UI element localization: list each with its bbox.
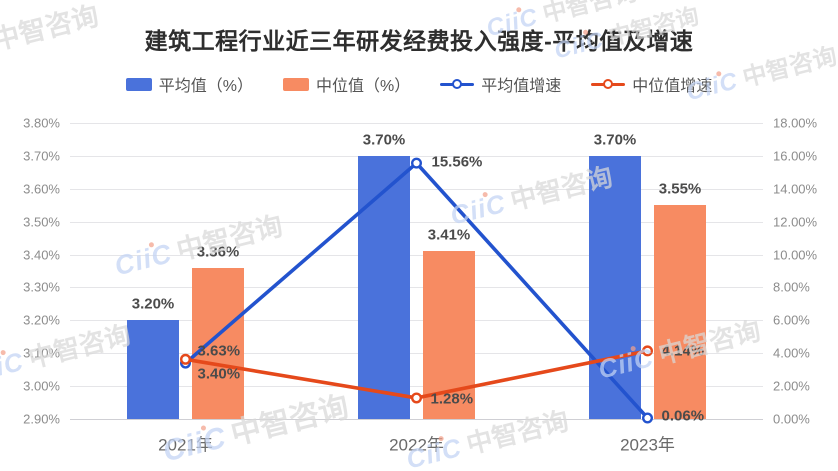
average-bar-swatch-icon <box>125 77 152 91</box>
marker-average-growth <box>179 357 191 369</box>
point-label-average-growth: 15.56% <box>431 153 483 171</box>
marker-median-growth <box>179 353 191 365</box>
y-axis-tick-left: 2.90% <box>23 411 60 427</box>
y-axis-tick-left: 3.80% <box>23 115 60 131</box>
line-median-growth <box>183 349 650 400</box>
point-label-average-growth: 0.06% <box>661 407 705 425</box>
y-axis-tick-right: 12.00% <box>773 214 818 230</box>
gridline <box>70 419 763 420</box>
legend-item-average: 平均值（%） <box>125 72 253 96</box>
y-axis-tick-right: 8.00% <box>773 279 810 295</box>
line-average-growth <box>183 161 650 420</box>
marker-average-growth <box>642 412 654 424</box>
y-axis-tick-left: 3.00% <box>23 378 60 394</box>
y-axis-tick-right: 14.00% <box>773 181 818 197</box>
watermark-name: 中智咨询 <box>463 405 572 460</box>
y-axis-tick-right: 4.00% <box>773 345 810 361</box>
y-axis-tick-left: 3.10% <box>23 345 60 361</box>
y-axis-tick-left: 3.60% <box>23 181 60 197</box>
median-bar-swatch-icon <box>282 77 309 91</box>
y-axis-tick-right: 6.00% <box>773 312 810 328</box>
bar-average <box>127 320 179 419</box>
bar-average <box>358 155 410 419</box>
median-growth-line-swatch-icon <box>591 77 626 91</box>
y-axis-tick-left: 3.20% <box>23 312 60 328</box>
legend-item-average-growth: 平均值增速 <box>440 72 561 96</box>
bar-value-label-median: 3.55% <box>658 180 702 198</box>
gridline <box>70 123 763 124</box>
y-axis-tick-right: 0.00% <box>773 411 810 427</box>
watermark-name: 中智咨询 <box>227 390 353 452</box>
point-label-average-growth: 3.40% <box>197 365 241 383</box>
legend-label-average-growth: 平均值增速 <box>481 78 562 95</box>
marker-median-growth <box>411 392 423 404</box>
y-axis-tick-left: 3.40% <box>23 247 60 263</box>
watermark-logo: CiiC <box>111 238 176 282</box>
category-label: 2023年 <box>620 435 675 455</box>
legend-label-median-growth: 中位值增速 <box>632 78 713 95</box>
category-label: 2022年 <box>389 435 444 455</box>
legend: 平均值（%） 中位值（%） 平均值增速 中位值增速 <box>0 72 838 96</box>
bar-value-label-median: 3.36% <box>196 243 240 261</box>
gridline <box>70 155 763 157</box>
legend-label-average: 平均值（%） <box>158 78 253 95</box>
y-axis-tick-left: 3.70% <box>23 148 60 164</box>
legend-item-median-growth: 中位值增速 <box>591 72 712 96</box>
y-axis-tick-right: 18.00% <box>773 115 818 131</box>
bar-average <box>589 155 641 419</box>
bar-value-label-average: 3.20% <box>131 295 175 313</box>
legend-item-median: 中位值（%） <box>282 72 411 96</box>
y-axis-tick-right: 2.00% <box>773 378 810 394</box>
watermark-logo: CiiC <box>447 187 509 231</box>
bar-median <box>654 205 706 419</box>
bar-value-label-median: 3.41% <box>427 226 471 244</box>
bar-value-label-average: 3.70% <box>362 131 406 149</box>
y-axis-tick-right: 16.00% <box>773 148 818 164</box>
point-label-median-growth: 3.63% <box>197 342 241 360</box>
average-growth-line-swatch-icon <box>440 77 475 91</box>
watermark: CiiC中智咨询 <box>157 382 352 471</box>
y-axis-tick-right: 10.00% <box>773 247 818 263</box>
point-label-median-growth: 4.14% <box>661 342 705 360</box>
marker-average-growth <box>411 157 423 169</box>
bar-value-label-average: 3.70% <box>593 131 637 149</box>
chart-title: 建筑工程行业近三年研发经费投入强度-平均值及增速 <box>144 28 694 54</box>
point-label-median-growth: 1.28% <box>430 390 474 408</box>
y-axis-tick-left: 3.50% <box>23 214 60 230</box>
legend-label-median: 中位值（%） <box>315 78 411 95</box>
category-label: 2021年 <box>158 435 213 455</box>
y-axis-tick-left: 3.30% <box>23 279 60 295</box>
